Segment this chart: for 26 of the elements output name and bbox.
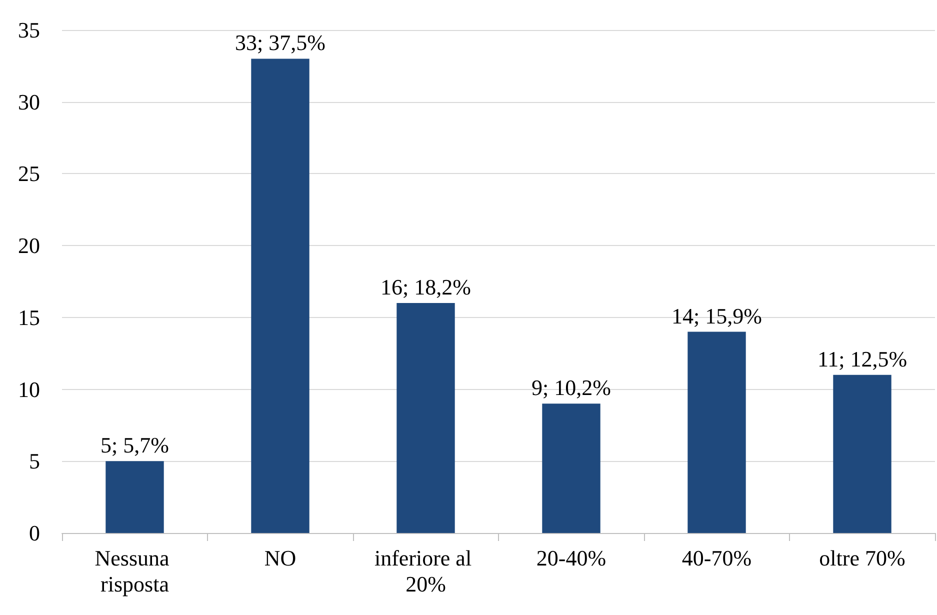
data-label: 14; 15,9% — [672, 303, 762, 328]
bar — [542, 404, 600, 533]
data-label: 16; 18,2% — [380, 274, 471, 300]
y-tick-label: 0 — [29, 520, 40, 546]
x-tick-label: inferiore al 20% — [374, 546, 478, 596]
bar — [396, 303, 455, 533]
data-label: 11; 12,5% — [817, 346, 908, 372]
y-tick-label: 15 — [18, 304, 40, 330]
bar — [106, 461, 164, 533]
y-tick-label: 35 — [18, 18, 40, 42]
bar — [688, 332, 746, 533]
data-label: 33; 37,5% — [235, 30, 326, 56]
x-tick-label: 40-70% — [682, 546, 752, 570]
x-tick-label: 20-40% — [536, 546, 606, 570]
data-label: 9; 10,2% — [532, 375, 611, 400]
bar — [251, 58, 310, 533]
x-tick-label: Nessuna risposta — [94, 546, 175, 596]
data-label: 5; 5,7% — [100, 432, 169, 458]
x-tick-label: NO — [264, 546, 296, 570]
y-tick-label: 5 — [29, 448, 40, 474]
y-tick-label: 20 — [18, 233, 40, 258]
y-tick-label: 10 — [18, 376, 40, 402]
bar — [833, 374, 892, 533]
y-tick-label: 30 — [18, 89, 40, 114]
x-tick-label: oltre 70% — [819, 546, 906, 570]
y-tick-label: 25 — [18, 161, 40, 186]
